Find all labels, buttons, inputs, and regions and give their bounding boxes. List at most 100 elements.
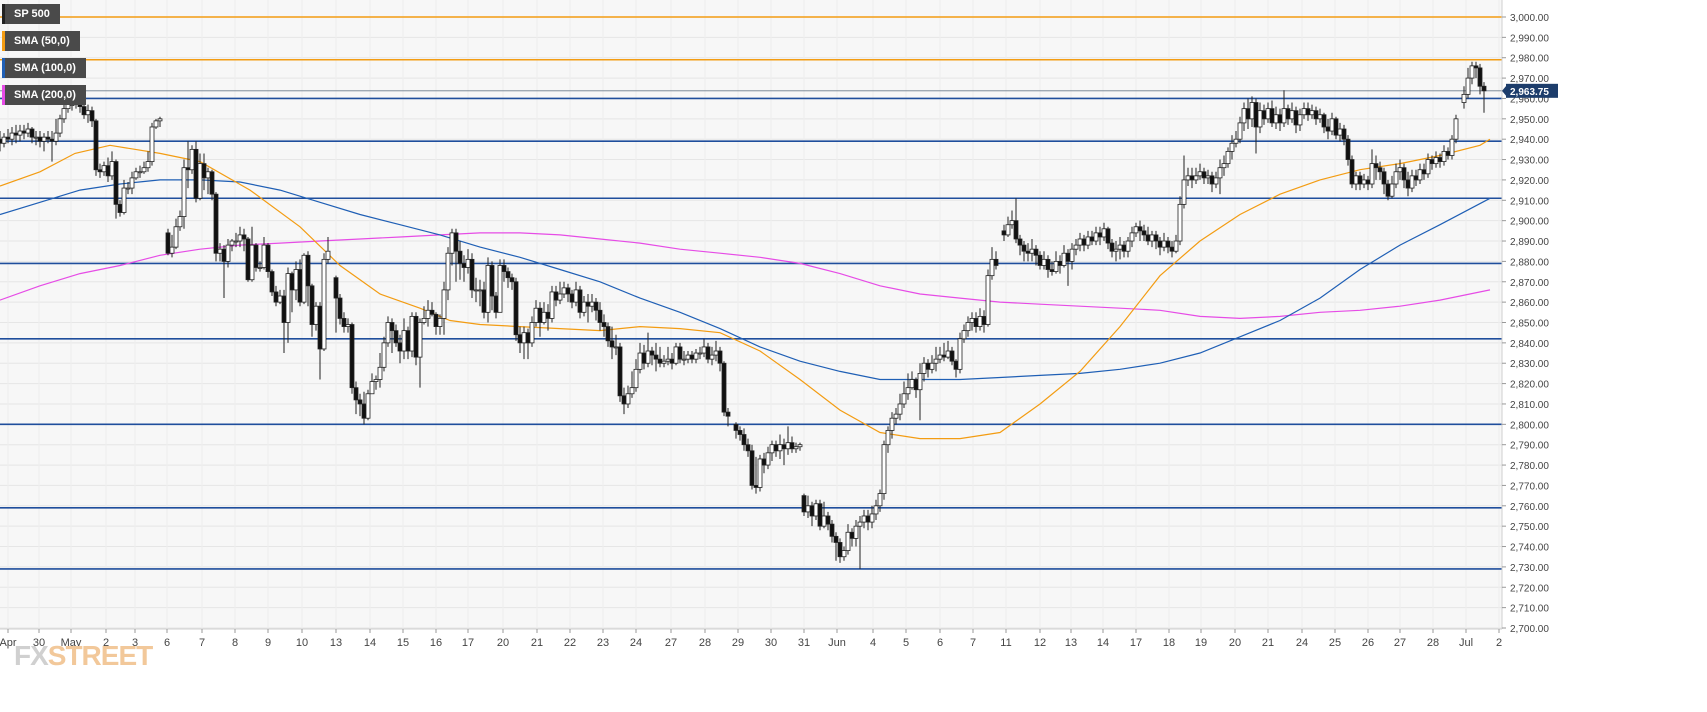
candle-body [1065, 252, 1071, 262]
candle [113, 159, 119, 219]
candle [1129, 226, 1135, 248]
candle [229, 238, 235, 252]
candle-body [1137, 226, 1143, 232]
candle-body [605, 326, 611, 342]
candle [1409, 169, 1415, 193]
y-tick-label: 2,950.00 [1510, 115, 1549, 126]
candle-body [805, 505, 811, 513]
x-tick-label: 30 [33, 637, 45, 649]
x-tick-label: 15 [397, 637, 409, 649]
candle-body [485, 265, 491, 313]
candle [165, 228, 171, 256]
y-tick-label: 2,940.00 [1510, 135, 1549, 146]
candle-body [85, 110, 91, 116]
y-tick-label: 2,900.00 [1510, 217, 1549, 228]
candle-body [1193, 175, 1199, 181]
x-tick-label: 19 [1195, 637, 1207, 649]
y-tick-label: 2,740.00 [1510, 543, 1549, 554]
candle-body [849, 531, 855, 539]
candle-body [657, 358, 663, 364]
horizontal-levels [0, 16, 1502, 570]
candle-body [1117, 244, 1123, 250]
candle [733, 422, 739, 439]
legend-swatch [2, 4, 5, 24]
candle-body [1045, 258, 1051, 270]
candle-body [213, 193, 219, 254]
candle-body [541, 311, 547, 323]
x-tick-label: 17 [1130, 637, 1142, 649]
candle [893, 408, 899, 425]
candle [209, 169, 215, 201]
candle [1477, 63, 1483, 95]
candle-body [1177, 203, 1183, 242]
candle-body [925, 362, 931, 370]
candle [429, 302, 435, 317]
candle [881, 440, 887, 500]
candle-body [537, 307, 543, 323]
candle [1193, 167, 1199, 184]
candle [145, 151, 151, 172]
candle [661, 355, 667, 368]
candle-body [1413, 175, 1419, 181]
candle-body [1113, 248, 1119, 252]
legend-item-sma200[interactable]: SMA (200,0) [2, 85, 86, 105]
x-tick-label: 21 [531, 637, 543, 649]
price-tag-bg [1506, 83, 1558, 98]
candle [489, 261, 495, 311]
candle-body [97, 169, 103, 173]
candle [845, 524, 851, 555]
candle-body [613, 346, 619, 349]
candle [557, 281, 563, 305]
candle-body [425, 309, 431, 319]
candle-body [185, 167, 191, 171]
candle [29, 126, 35, 144]
candle-body [721, 362, 727, 413]
x-tick-label: 9 [265, 637, 271, 649]
candle [169, 234, 175, 258]
candle [985, 269, 991, 327]
x-tick-label: 2 [1496, 637, 1502, 649]
candle-body [901, 393, 907, 405]
candle [441, 281, 447, 335]
candle-body [317, 305, 323, 350]
candle-body [1165, 240, 1171, 248]
x-tick-label: 24 [630, 637, 642, 649]
candle-body [221, 248, 227, 262]
candle-body [617, 346, 623, 397]
candle-body [1005, 224, 1011, 236]
candle-body [905, 387, 911, 395]
candle-body [1017, 238, 1023, 246]
candle-body [989, 258, 995, 277]
candle [453, 228, 459, 282]
candle-body [1257, 110, 1263, 128]
candle-body [1009, 220, 1015, 226]
candle [437, 314, 443, 335]
legend-item-sma100[interactable]: SMA (100,0) [2, 58, 86, 78]
candle-body [757, 458, 763, 488]
candle [929, 355, 935, 374]
x-tick-label: Apr [0, 637, 17, 649]
legend-item-sp500[interactable]: SP 500 [2, 4, 86, 24]
candle-body [857, 521, 863, 527]
candle-body [493, 295, 499, 313]
candle-body [369, 381, 375, 395]
candle [1017, 234, 1023, 256]
legend-item-sma50[interactable]: SMA (50,0) [2, 31, 86, 51]
candle [309, 283, 315, 337]
candle-body [1221, 163, 1227, 169]
candle-body [797, 444, 803, 448]
candle [149, 122, 155, 166]
candle-body [1417, 169, 1423, 181]
candle-body [1477, 67, 1483, 87]
y-tick-label: 2,710.00 [1510, 604, 1549, 615]
candle-body [289, 273, 295, 291]
x-tick-label: 10 [296, 637, 308, 649]
candle-body [189, 148, 195, 171]
candle-body [649, 350, 655, 356]
candle-body [441, 289, 447, 319]
candle [1125, 236, 1131, 258]
candle-body [349, 324, 355, 389]
x-tick-label: 4 [870, 637, 876, 649]
candle-body [689, 354, 695, 360]
candle-body [1377, 167, 1383, 173]
